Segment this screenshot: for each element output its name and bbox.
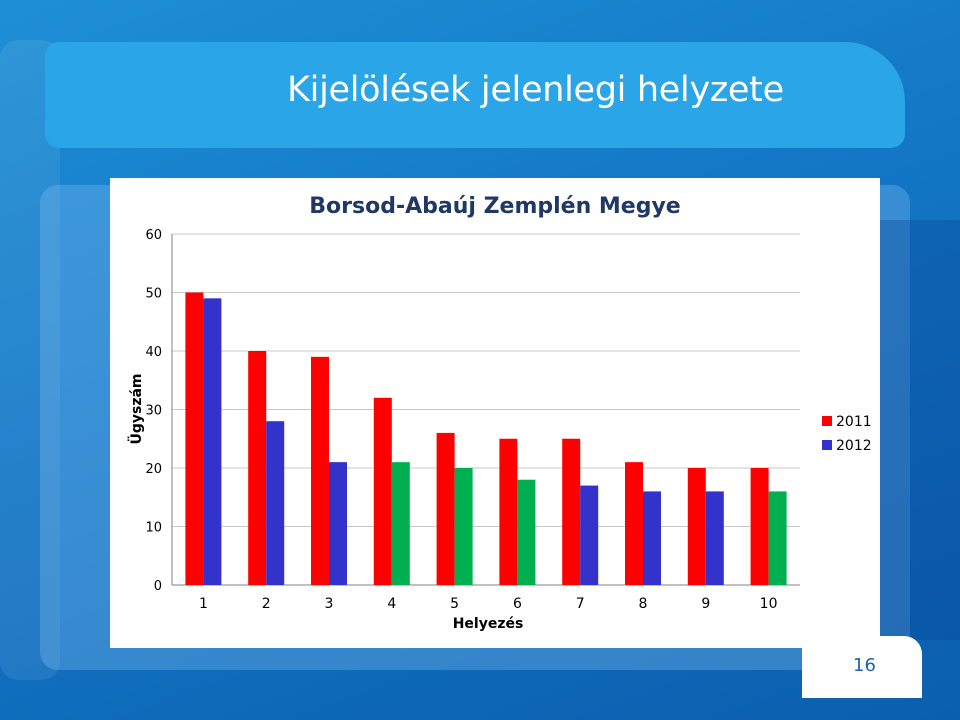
y-tick-label: 40 (145, 345, 162, 360)
y-tick-label: 60 (145, 228, 162, 243)
bar-2011-3 (311, 356, 329, 585)
bar-2011-4 (373, 397, 392, 585)
background-shape (0, 40, 60, 680)
bar-2012-4 (391, 462, 410, 585)
bar-2012-3 (329, 462, 347, 585)
bar-chart: 0 10 20 30 40 50 60 1 2 3 4 5 6 7 8 9 10 Borsod-Abaúj Zem… (127, 194, 872, 632)
bar-2011-8 (625, 462, 643, 585)
bar-2012-2 (266, 421, 285, 585)
page-number: 16 (853, 655, 876, 676)
x-tick-label: 7 (576, 596, 585, 612)
x-tick-label: 6 (513, 596, 522, 612)
x-tick-label: 4 (387, 596, 396, 612)
bar-2011-7 (562, 438, 581, 585)
x-tick-label: 1 (199, 596, 208, 612)
bar-2011-6 (499, 438, 518, 585)
legend-label-2012: 2012 (836, 438, 872, 454)
bar-2011-9 (687, 468, 706, 585)
y-tick-label: 50 (145, 287, 162, 302)
page-badge (802, 636, 922, 698)
bar-2011-5 (436, 432, 455, 585)
slide-title: Kijelölések jelenlegi helyzete (287, 70, 784, 110)
bar-2012-7 (580, 485, 599, 585)
x-tick-label: 10 (760, 596, 778, 612)
chart-title: Borsod-Abaúj Zemplén Megye (309, 194, 680, 219)
x-axis-title: Helyezés (453, 616, 524, 632)
bar-2012-9 (705, 491, 724, 585)
legend-swatch-2011 (822, 416, 832, 426)
x-tick-label: 5 (450, 596, 459, 612)
bar-2011-2 (248, 351, 267, 585)
x-tick-label: 9 (701, 596, 710, 612)
title-band (45, 42, 905, 148)
bar-2012-1 (203, 298, 222, 585)
bar-2011-1 (185, 292, 204, 585)
bar-2011-10 (750, 468, 769, 585)
bar-2012-5 (454, 468, 473, 585)
bar-2012-6 (517, 479, 536, 585)
x-tick-label: 8 (639, 596, 648, 612)
x-tick-label: 2 (262, 596, 271, 612)
y-tick-label: 0 (154, 579, 162, 594)
chart-panel: 0 10 20 30 40 50 60 1 2 3 4 5 6 7 8 9 10 Borsod-Abaúj Zem… (110, 178, 880, 648)
legend-swatch-2012 (822, 440, 832, 450)
bar-2012-10 (768, 491, 787, 585)
y-tick-label: 10 (145, 521, 162, 536)
legend-label-2011: 2011 (836, 414, 872, 430)
y-axis-title: Ügyszám (127, 373, 145, 444)
x-tick-label: 3 (325, 596, 334, 612)
y-tick-label: 20 (145, 462, 162, 477)
y-tick-label: 30 (145, 404, 162, 419)
bar-2012-8 (643, 491, 661, 585)
